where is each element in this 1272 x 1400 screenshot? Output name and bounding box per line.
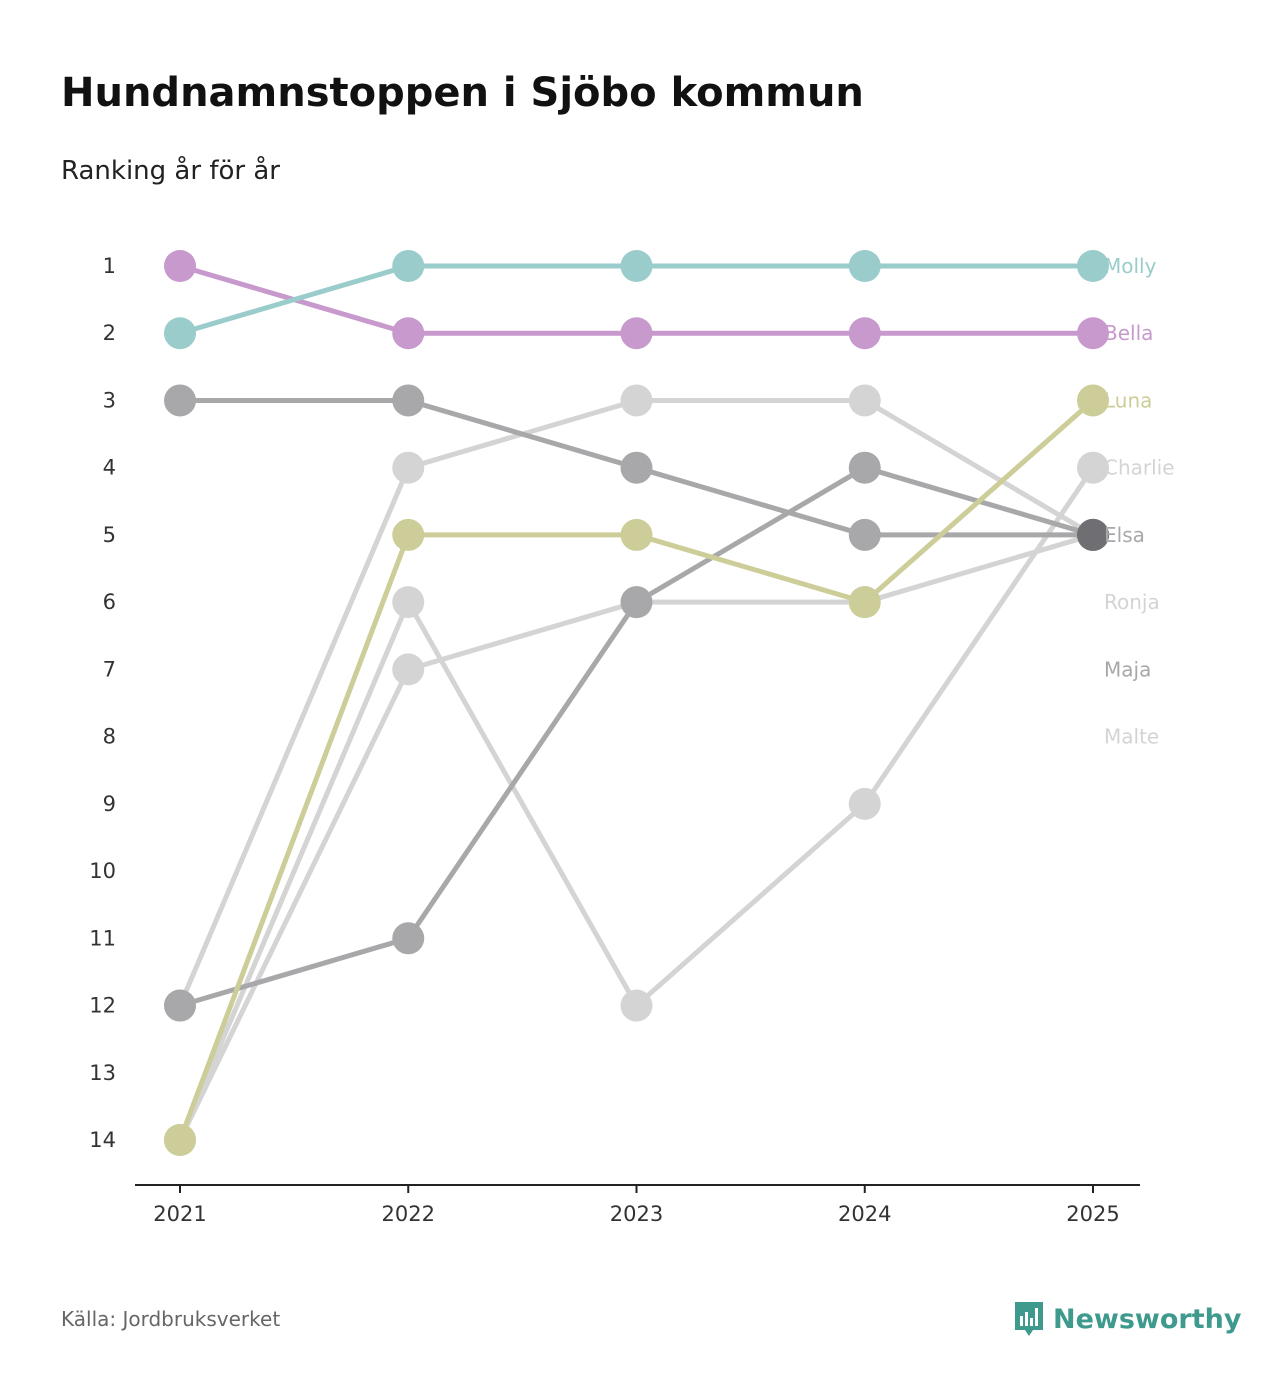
point-maja-2022[interactable]	[392, 922, 425, 955]
end-label-malte: Malte	[1104, 725, 1159, 749]
x-tick-2021: 2021	[153, 1202, 206, 1226]
chart-title: Hundnamnstoppen i Sjöbo kommun	[61, 70, 864, 116]
x-tick-2023: 2023	[610, 1202, 663, 1226]
y-tick-5: 5	[103, 523, 116, 547]
point-luna-2021[interactable]	[164, 1124, 196, 1156]
point-maja-2024[interactable]	[848, 451, 881, 484]
point-elsa-2022[interactable]	[392, 384, 425, 417]
x-tick-2024: 2024	[838, 1202, 891, 1226]
point-bella-2021[interactable]	[164, 250, 196, 282]
point-molly-2025[interactable]	[1077, 250, 1109, 282]
y-tick-7: 7	[103, 657, 116, 681]
y-tick-1: 1	[103, 254, 116, 278]
y-tick-12: 12	[89, 994, 116, 1018]
x-tick-2025: 2025	[1066, 1202, 1119, 1226]
point-elsa-2021[interactable]	[164, 384, 196, 417]
brand-name: Newsworthy	[1053, 1303, 1242, 1335]
point-charlie-2025[interactable]	[1077, 451, 1109, 484]
series-line-ronja	[177, 532, 1096, 1143]
end-label-luna: Luna	[1104, 388, 1152, 412]
series-line-luna	[177, 397, 1096, 1143]
series-line-malte	[177, 397, 1096, 1009]
point-charlie-2022[interactable]	[392, 586, 425, 619]
point-charlie-2023[interactable]	[620, 989, 653, 1022]
y-tick-10: 10	[89, 859, 116, 883]
point-malte-2024[interactable]	[848, 384, 881, 417]
point-luna-2024[interactable]	[848, 586, 881, 619]
y-tick-8: 8	[103, 725, 116, 749]
newsworthy-brand-link[interactable]: Newsworthy	[1013, 1300, 1241, 1338]
point-bella-2023[interactable]	[620, 317, 653, 350]
point-bella-2022[interactable]	[392, 317, 425, 350]
point-maja-2021[interactable]	[164, 989, 196, 1022]
point-luna-2025[interactable]	[1077, 384, 1109, 417]
end-label-maja: Maja	[1104, 657, 1151, 681]
end-labels: Molly Bella Luna Charlie Elsa Ronja Maja Malte	[1104, 254, 1175, 749]
series-line-charlie	[177, 465, 1096, 1143]
point-molly-2021[interactable]	[164, 317, 196, 350]
source-note: Källa: Jordbruksverket	[61, 1307, 281, 1331]
series-points	[164, 250, 1109, 1156]
end-label-bella: Bella	[1104, 321, 1153, 345]
y-tick-14: 14	[89, 1128, 116, 1152]
end-label-molly: Molly	[1104, 254, 1157, 278]
point-elsa-2024[interactable]	[848, 518, 881, 551]
point-elsa-2023[interactable]	[620, 451, 653, 484]
y-tick-4: 4	[103, 456, 116, 480]
point-molly-2024[interactable]	[848, 250, 881, 282]
y-tick-13: 13	[89, 1061, 116, 1085]
end-label-ronja: Ronja	[1104, 590, 1160, 614]
chart-subtitle: Ranking år för år	[61, 156, 280, 186]
point-molly-2022[interactable]	[392, 250, 425, 282]
point-charlie-2024[interactable]	[848, 787, 881, 820]
x-axis-ticks: 2021 2022 2023 2024 2025	[153, 1185, 1120, 1226]
x-tick-2022: 2022	[382, 1202, 435, 1226]
point-luna-2023[interactable]	[620, 518, 653, 551]
y-tick-6: 6	[103, 590, 116, 614]
point-bella-2024[interactable]	[848, 317, 881, 350]
point-elsa-highlight[interactable]	[1077, 518, 1109, 551]
point-malte-2022[interactable]	[392, 451, 425, 484]
y-tick-2: 2	[103, 321, 116, 345]
point-molly-2023[interactable]	[620, 250, 653, 282]
y-tick-3: 3	[103, 388, 116, 412]
end-label-charlie: Charlie	[1104, 456, 1175, 480]
newsworthy-logo-icon	[1015, 1302, 1043, 1336]
y-tick-11: 11	[89, 926, 116, 950]
point-ronja-2022[interactable]	[392, 653, 425, 686]
point-bella-2025[interactable]	[1077, 317, 1109, 350]
point-malte-2023[interactable]	[620, 384, 653, 417]
end-label-elsa: Elsa	[1104, 523, 1145, 547]
y-tick-9: 9	[103, 792, 116, 816]
point-luna-2022[interactable]	[392, 518, 425, 551]
point-maja-2023[interactable]	[620, 586, 653, 619]
